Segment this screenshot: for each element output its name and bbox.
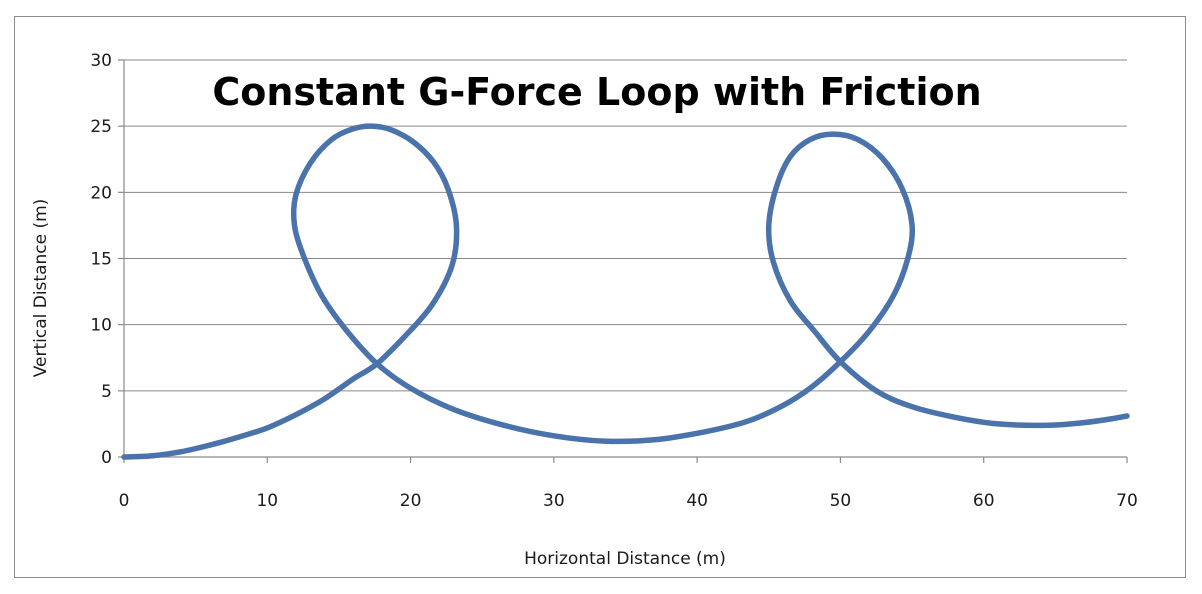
x-tick-label: 40 bbox=[686, 491, 708, 511]
x-tick-label: 30 bbox=[543, 491, 565, 511]
y-tick-label: 10 bbox=[90, 316, 112, 336]
y-axis-title: Vertical Distance (m) bbox=[31, 199, 51, 378]
x-tick-label: 60 bbox=[973, 491, 995, 511]
grid-layer bbox=[124, 59, 1127, 392]
x-tick-label: 10 bbox=[256, 491, 278, 511]
chart-frame: 0 5 10 15 20 25 30 0 10 20 30 40 50 60 70 Constant G-F… bbox=[14, 16, 1186, 578]
x-tick-label: 20 bbox=[400, 491, 422, 511]
y-tick-label: 20 bbox=[90, 183, 112, 203]
x-tick-label: 0 bbox=[119, 491, 130, 511]
x-axis-title: Horizontal Distance (m) bbox=[524, 549, 726, 569]
chart-title: Constant G-Force Loop with Friction bbox=[212, 70, 981, 114]
y-tick-label: 30 bbox=[90, 51, 112, 71]
y-tick-label: 25 bbox=[90, 117, 112, 137]
x-tick-label: 70 bbox=[1116, 491, 1138, 511]
series-line bbox=[121, 123, 1130, 460]
chart-plot: 0 5 10 15 20 25 30 0 10 20 30 40 50 60 70 Constant G-F… bbox=[31, 51, 1138, 569]
axis-layer: 0 5 10 15 20 25 30 0 10 20 30 40 50 60 70 bbox=[90, 51, 1137, 511]
y-tick-label: 0 bbox=[101, 448, 112, 468]
series-layer bbox=[121, 123, 1130, 460]
y-tick-label: 15 bbox=[90, 250, 112, 270]
y-tick-label: 5 bbox=[101, 382, 112, 402]
x-tick-label: 50 bbox=[830, 491, 852, 511]
